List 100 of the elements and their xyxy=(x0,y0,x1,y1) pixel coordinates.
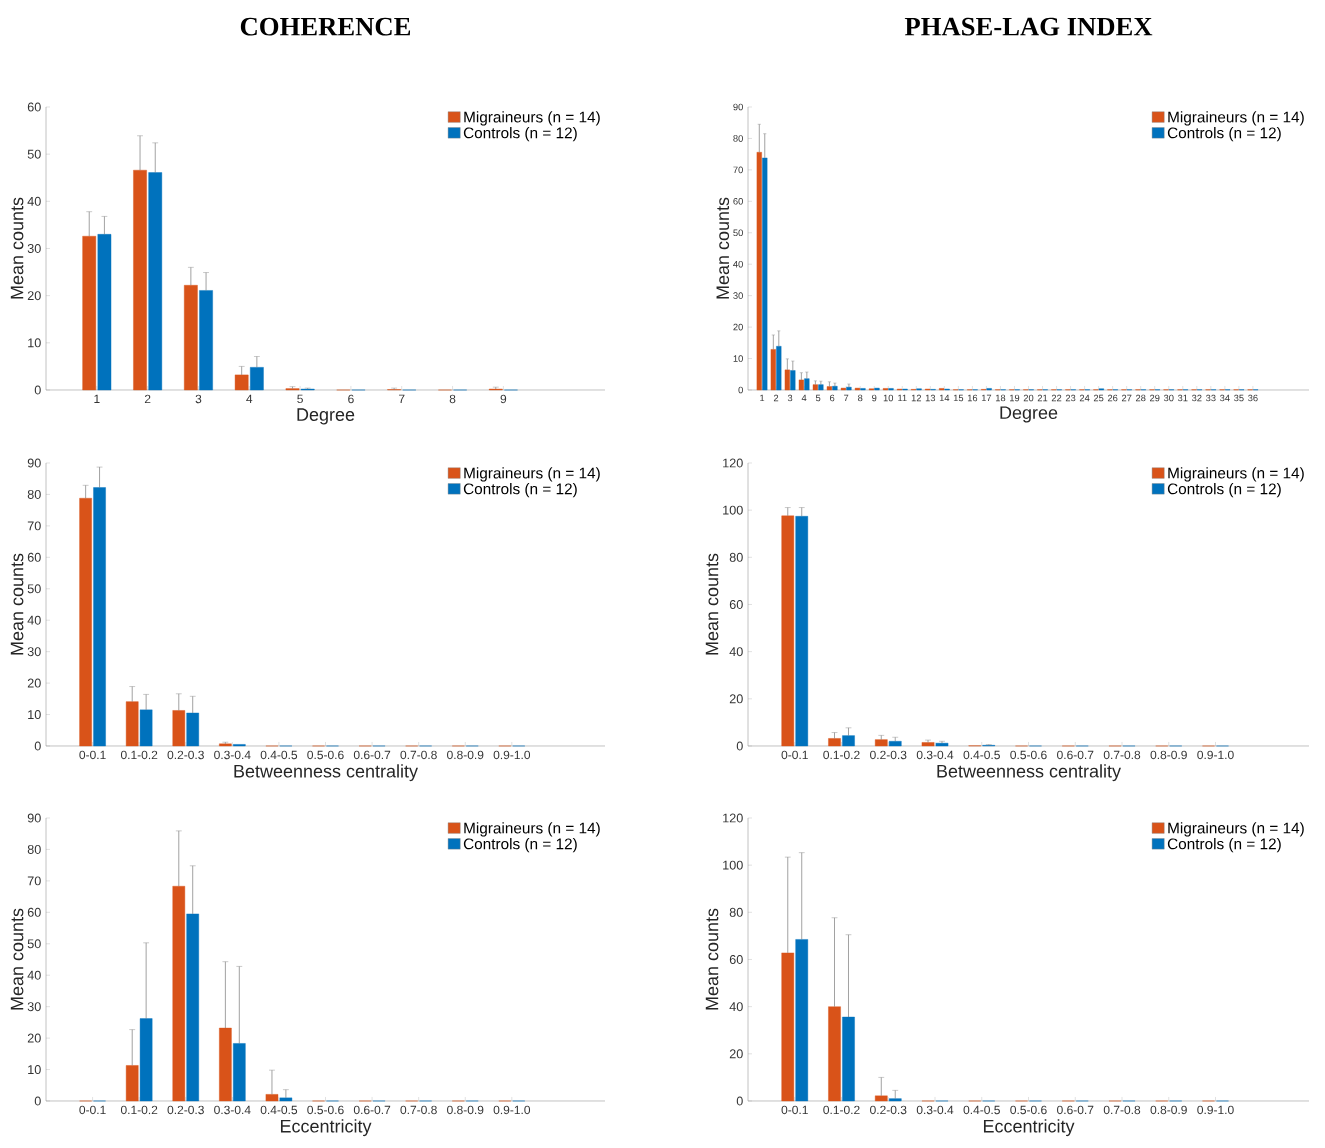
bar xyxy=(888,1098,902,1102)
y-axis-title: Mean counts xyxy=(10,197,24,299)
y-tick-label: 120 xyxy=(723,458,743,468)
x-tick-label: 0.9-1.0 xyxy=(493,750,531,760)
y-tick-label: 80 xyxy=(27,844,41,854)
x-tick-label: 0.4-0.5 xyxy=(260,750,298,760)
x-tick-label: 29 xyxy=(1150,394,1160,402)
bar xyxy=(172,710,186,747)
x-tick-label: 0.3-0.4 xyxy=(916,1105,954,1115)
x-tick-label: 0.5-0.6 xyxy=(1010,1105,1047,1115)
x-tick-label: 0.9-1.0 xyxy=(493,1105,531,1115)
x-tick-label: 21 xyxy=(1037,394,1048,402)
bar xyxy=(874,1095,888,1102)
bar xyxy=(804,378,810,391)
x-tick-label: 4 xyxy=(246,394,253,403)
y-tick-label: 10 xyxy=(28,710,41,720)
x-tick-label: 6 xyxy=(830,394,835,402)
x-tick-label: 0.1-0.2 xyxy=(120,1105,158,1115)
x-tick-label: 27 xyxy=(1121,394,1132,402)
y-tick-label: 30 xyxy=(27,1002,41,1012)
x-tick-label: 17 xyxy=(981,394,992,402)
x-tick-label: 32 xyxy=(1191,394,1202,402)
bar xyxy=(762,157,768,391)
x-tick-label: 13 xyxy=(925,394,936,402)
x-tick-label: 0.5-0.6 xyxy=(307,1105,344,1115)
x-tick-label: 0.2-0.3 xyxy=(870,750,907,760)
chart-title: COHERENCE xyxy=(240,17,411,36)
legend-label: Migraineurs (n = 14) xyxy=(464,111,600,126)
x-axis-title: Degree xyxy=(1000,406,1058,423)
chart-title: PHASE-LAG INDEX xyxy=(904,17,1153,36)
y-axis-title: Mean counts xyxy=(10,553,24,655)
bar xyxy=(770,349,776,391)
x-tick-label: 0.9-1.0 xyxy=(1197,750,1234,760)
y-tick-label: 10 xyxy=(733,355,743,362)
y-tick-label: 20 xyxy=(27,1033,41,1043)
x-tick-label: 15 xyxy=(953,394,964,402)
bar xyxy=(93,487,106,747)
x-tick-label: 0.4-0.5 xyxy=(260,1105,298,1115)
legend-label: Migraineurs (n = 14) xyxy=(1168,467,1304,482)
x-tick-label: 34 xyxy=(1220,394,1230,402)
y-tick-label: 50 xyxy=(27,584,41,594)
bar xyxy=(234,374,249,391)
x-tick-label: 10 xyxy=(883,394,894,402)
legend-label: Migraineurs (n = 14) xyxy=(464,822,600,837)
x-tick-label: 25 xyxy=(1093,394,1104,402)
bar xyxy=(125,701,139,747)
y-tick-label: 60 xyxy=(27,102,41,112)
bar xyxy=(784,369,790,391)
y-tick-label: 100 xyxy=(723,860,743,870)
bar xyxy=(148,172,163,391)
y-tick-label: 0 xyxy=(34,1096,41,1106)
y-tick-label: 90 xyxy=(27,458,41,468)
x-axis-title: Eccentricity xyxy=(983,1119,1075,1137)
y-tick-label: 60 xyxy=(27,552,41,562)
y-tick-label: 80 xyxy=(729,552,743,562)
legend-label: Controls (n = 12) xyxy=(1167,838,1281,853)
bar xyxy=(233,1043,246,1102)
x-tick-label: 14 xyxy=(939,394,950,402)
bar xyxy=(888,741,902,747)
y-tick-label: 60 xyxy=(27,907,41,917)
x-tick-label: 2 xyxy=(144,394,151,404)
x-tick-label: 12 xyxy=(911,394,922,402)
x-tick-label: 0.7-0.8 xyxy=(400,1105,437,1115)
bar xyxy=(82,236,97,391)
x-tick-label: 1 xyxy=(760,394,765,402)
bar xyxy=(781,952,795,1102)
y-tick-label: 0 xyxy=(736,741,743,751)
y-tick-label: 40 xyxy=(729,647,743,657)
y-tick-label: 20 xyxy=(733,323,743,331)
bar xyxy=(842,735,855,747)
legend-label: Controls (n = 12) xyxy=(463,127,577,142)
y-tick-label: 70 xyxy=(733,166,743,174)
y-tick-label: 80 xyxy=(733,135,743,142)
x-tick-label: 0.5-0.6 xyxy=(307,750,344,760)
x-tick-label: 0.2-0.3 xyxy=(167,1105,204,1115)
x-tick-label: 22 xyxy=(1051,394,1062,402)
x-tick-label: 0.1-0.2 xyxy=(823,750,860,760)
y-tick-label: 80 xyxy=(729,907,743,917)
x-tick-label: 7 xyxy=(844,394,849,402)
y-tick-label: 20 xyxy=(729,694,743,704)
x-tick-label: 35 xyxy=(1234,394,1244,402)
bar xyxy=(186,712,199,747)
y-tick-label: 60 xyxy=(729,600,743,609)
bar xyxy=(828,1006,841,1102)
y-tick-label: 50 xyxy=(733,229,743,237)
y-tick-label: 50 xyxy=(27,939,41,949)
x-tick-label: 33 xyxy=(1205,394,1216,402)
x-tick-label: 23 xyxy=(1065,394,1076,402)
bar xyxy=(921,742,935,747)
x-tick-label: 0.3-0.4 xyxy=(214,1105,251,1115)
y-tick-label: 40 xyxy=(27,196,41,206)
x-tick-label: 0.3-0.4 xyxy=(916,750,954,760)
y-tick-label: 20 xyxy=(27,291,41,301)
x-tick-label: 0.4-0.5 xyxy=(963,750,1000,760)
y-tick-label: 90 xyxy=(27,813,41,823)
bar xyxy=(97,234,112,391)
x-tick-label: 5 xyxy=(297,394,303,404)
x-tick-label: 0.1-0.2 xyxy=(823,1105,860,1115)
y-tick-label: 0 xyxy=(34,741,41,751)
x-tick-label: 0.8-0.9 xyxy=(447,1105,484,1115)
